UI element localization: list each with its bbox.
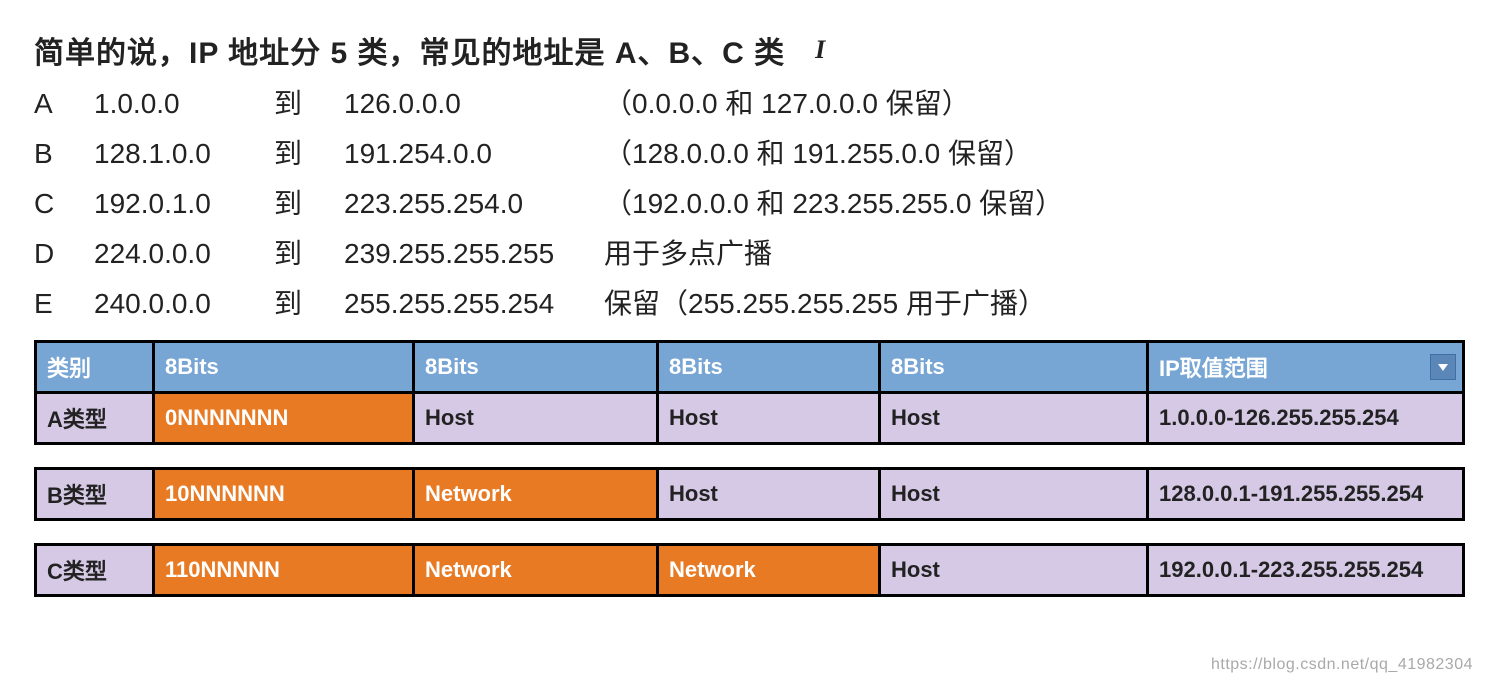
table-header-label: IP取值范围 xyxy=(1159,356,1268,381)
range-to: 到 xyxy=(274,90,344,118)
range-start: 192.0.1.0 xyxy=(94,190,274,218)
host-cell: Host xyxy=(880,545,1148,596)
range-class: A xyxy=(34,90,94,118)
range-row: A1.0.0.0到126.0.0.0（0.0.0.0 和 127.0.0.0 保… xyxy=(34,90,1463,118)
range-class: C xyxy=(34,190,94,218)
range-row: E240.0.0.0到255.255.255.254保留（255.255.255… xyxy=(34,290,1463,318)
range-class: D xyxy=(34,240,94,268)
range-row: B128.1.0.0到191.254.0.0（128.0.0.0 和 191.2… xyxy=(34,140,1463,168)
range-to: 到 xyxy=(274,190,344,218)
network-cell: Network xyxy=(414,545,658,596)
table-row: A类型0NNNNNNNHostHostHost1.0.0.0-126.255.2… xyxy=(36,393,1464,444)
range-end: 239.255.255.255 xyxy=(344,240,604,268)
range-start: 128.1.0.0 xyxy=(94,140,274,168)
range-note: 保留（255.255.255.255 用于广播） xyxy=(604,290,1463,318)
table-header-label: 类别 xyxy=(47,356,91,381)
range-to: 到 xyxy=(274,240,344,268)
table-header: 8Bits xyxy=(154,342,414,393)
network-cell: 110NNNNN xyxy=(154,545,414,596)
host-cell: A类型 xyxy=(36,393,154,444)
host-cell: 128.0.0.1-191.255.255.254 xyxy=(1148,469,1464,520)
range-to: 到 xyxy=(274,140,344,168)
table-row: B类型10NNNNNNNetworkHostHost128.0.0.1-191.… xyxy=(36,469,1464,520)
table-header: IP取值范围 xyxy=(1148,342,1464,393)
host-cell: Host xyxy=(414,393,658,444)
table-header-label: 8Bits xyxy=(669,354,723,379)
range-class: B xyxy=(34,140,94,168)
network-cell: Network xyxy=(658,545,880,596)
network-cell: 10NNNNNN xyxy=(154,469,414,520)
spacer-row xyxy=(36,520,1464,545)
title-text: 简单的说，IP 地址分 5 类，常见的地址是 A、B、C 类 xyxy=(34,28,785,72)
table-header: 8Bits xyxy=(880,342,1148,393)
ip-range-list: A1.0.0.0到126.0.0.0（0.0.0.0 和 127.0.0.0 保… xyxy=(34,90,1463,318)
host-cell: 192.0.0.1-223.255.255.254 xyxy=(1148,545,1464,596)
host-cell: B类型 xyxy=(36,469,154,520)
host-cell: Host xyxy=(880,469,1148,520)
range-note: （128.0.0.0 和 191.255.0.0 保留） xyxy=(604,140,1463,168)
range-end: 223.255.254.0 xyxy=(344,190,604,218)
watermark: https://blog.csdn.net/qq_41982304 xyxy=(1211,656,1473,674)
host-cell: Host xyxy=(880,393,1148,444)
text-cursor: I xyxy=(815,35,826,65)
page-title: 简单的说，IP 地址分 5 类，常见的地址是 A、B、C 类 I xyxy=(34,28,1463,72)
host-cell: Host xyxy=(658,393,880,444)
table-header: 8Bits xyxy=(414,342,658,393)
range-row: D224.0.0.0到239.255.255.255用于多点广播 xyxy=(34,240,1463,268)
network-cell: 0NNNNNNN xyxy=(154,393,414,444)
range-to: 到 xyxy=(274,290,344,318)
range-start: 240.0.0.0 xyxy=(94,290,274,318)
host-cell: 1.0.0.0-126.255.255.254 xyxy=(1148,393,1464,444)
range-end: 255.255.255.254 xyxy=(344,290,604,318)
table-header: 类别 xyxy=(36,342,154,393)
range-row: C192.0.1.0到223.255.254.0（192.0.0.0 和 223… xyxy=(34,190,1463,218)
table-row: C类型110NNNNNNetworkNetworkHost192.0.0.1-2… xyxy=(36,545,1464,596)
host-cell: Host xyxy=(658,469,880,520)
host-cell: C类型 xyxy=(36,545,154,596)
range-start: 1.0.0.0 xyxy=(94,90,274,118)
table-header: 8Bits xyxy=(658,342,880,393)
range-note: 用于多点广播 xyxy=(604,240,1463,268)
table-header-label: 8Bits xyxy=(425,354,479,379)
dropdown-icon[interactable] xyxy=(1430,354,1456,380)
table-header-label: 8Bits xyxy=(165,354,219,379)
table-header-label: 8Bits xyxy=(891,354,945,379)
range-note: （192.0.0.0 和 223.255.255.0 保留） xyxy=(604,190,1463,218)
ip-class-table: 类别8Bits8Bits8Bits8BitsIP取值范围A类型0NNNNNNNH… xyxy=(34,340,1465,597)
range-end: 191.254.0.0 xyxy=(344,140,604,168)
range-end: 126.0.0.0 xyxy=(344,90,604,118)
range-class: E xyxy=(34,290,94,318)
network-cell: Network xyxy=(414,469,658,520)
range-start: 224.0.0.0 xyxy=(94,240,274,268)
range-note: （0.0.0.0 和 127.0.0.0 保留） xyxy=(604,90,1463,118)
spacer-row xyxy=(36,444,1464,469)
